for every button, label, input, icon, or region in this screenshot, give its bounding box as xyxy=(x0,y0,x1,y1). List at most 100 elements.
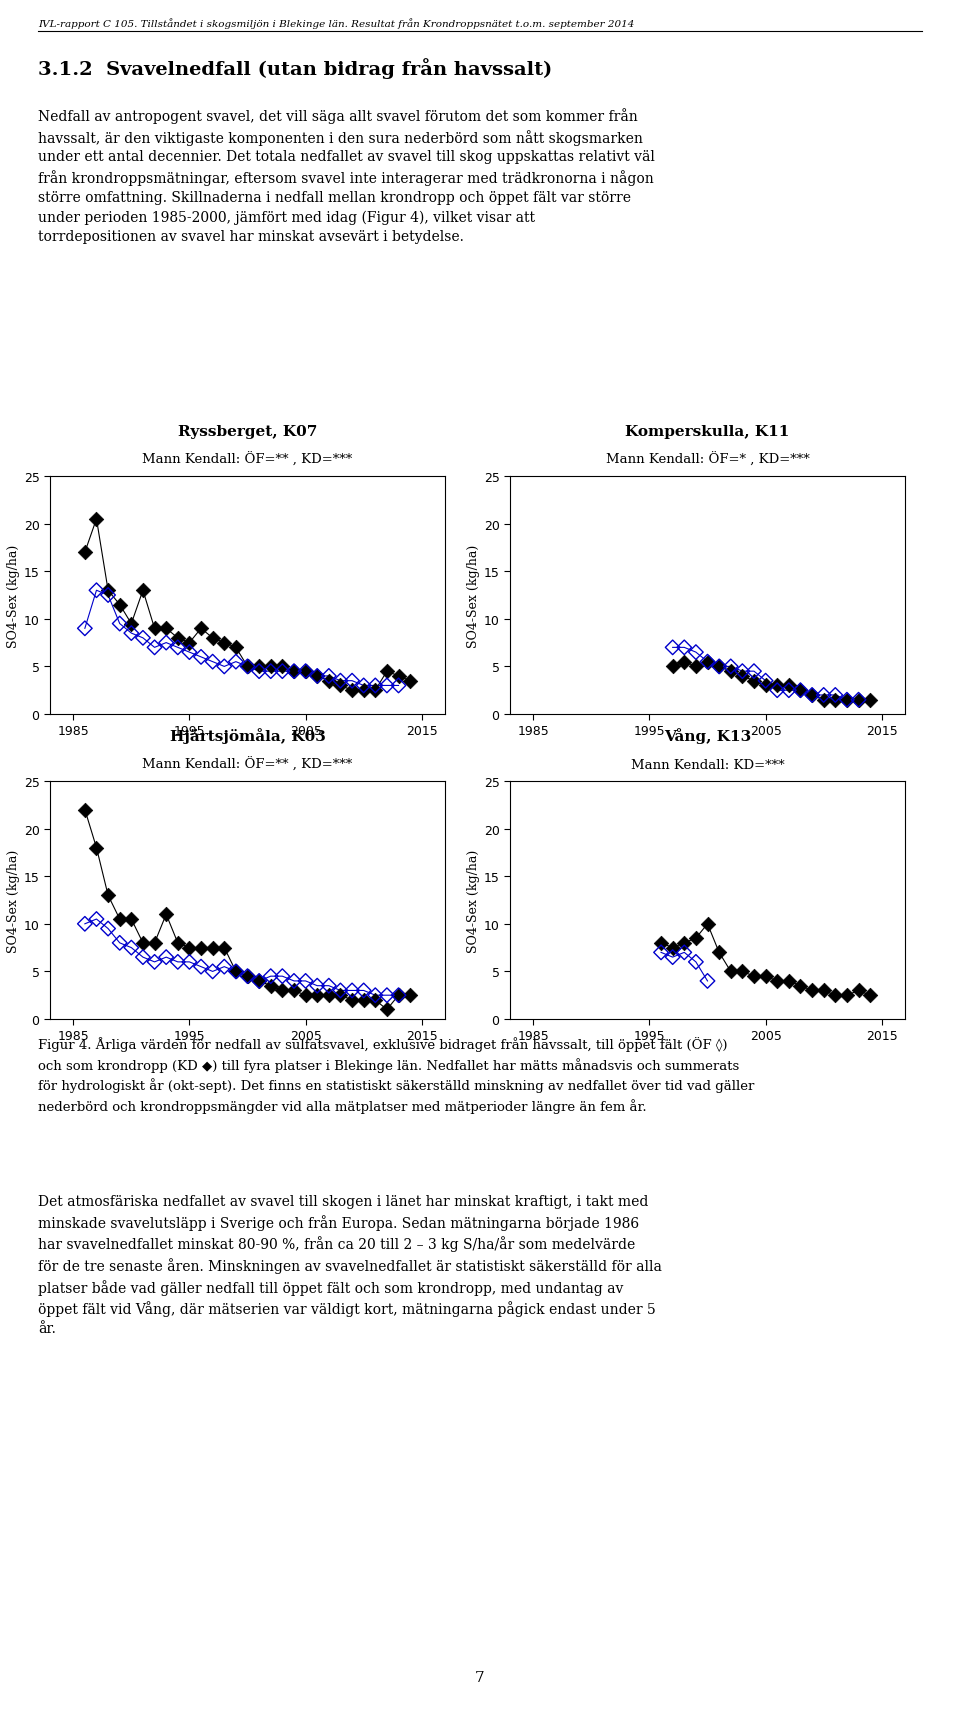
Point xyxy=(862,686,877,713)
Text: 3.1.2  Svavelnedfall (utan bidrag från havssalt): 3.1.2 Svavelnedfall (utan bidrag från ha… xyxy=(38,59,552,79)
Point xyxy=(746,658,761,686)
Point xyxy=(839,982,854,1010)
Point xyxy=(654,939,669,967)
Point xyxy=(124,610,139,638)
Point xyxy=(379,996,395,1023)
Point xyxy=(851,977,866,1005)
Point xyxy=(228,958,244,986)
Point xyxy=(711,939,727,967)
Point xyxy=(677,634,692,662)
Text: Mann Kendall: ÖF=** , KD=***: Mann Kendall: ÖF=** , KD=*** xyxy=(142,453,352,467)
Point xyxy=(124,620,139,648)
Point xyxy=(379,658,395,686)
Point xyxy=(124,934,139,961)
Point xyxy=(345,987,360,1015)
Point xyxy=(158,615,174,643)
Point xyxy=(746,963,761,991)
Point xyxy=(700,968,715,996)
Point xyxy=(665,634,681,662)
Point xyxy=(147,634,162,662)
Point xyxy=(734,658,750,686)
Point xyxy=(298,982,313,1010)
Point xyxy=(781,968,797,996)
Point xyxy=(263,653,278,681)
Point xyxy=(356,987,372,1015)
Point xyxy=(665,944,681,972)
Point xyxy=(88,577,104,605)
Point xyxy=(333,672,348,700)
Point xyxy=(688,653,704,681)
Point xyxy=(135,625,151,653)
Point xyxy=(193,644,208,672)
Point xyxy=(322,982,337,1010)
Point xyxy=(275,658,290,686)
Text: 7: 7 xyxy=(475,1670,485,1683)
Point xyxy=(205,625,221,653)
Text: IVL-rapport C 105. Tillståndet i skogsmiljön i Blekinge län. Resultat från Krond: IVL-rapport C 105. Tillståndet i skogsmi… xyxy=(38,17,635,29)
Point xyxy=(124,906,139,934)
Point xyxy=(828,982,843,1010)
Point xyxy=(275,653,290,681)
Point xyxy=(158,901,174,929)
Point xyxy=(781,672,797,700)
Point xyxy=(770,677,785,705)
Point xyxy=(770,672,785,700)
Point xyxy=(402,667,418,694)
Point xyxy=(391,672,406,700)
Point xyxy=(240,653,255,681)
Point xyxy=(88,906,104,934)
Point xyxy=(757,672,773,700)
Point xyxy=(309,663,324,691)
Point xyxy=(228,648,244,675)
Point xyxy=(193,615,208,643)
Point xyxy=(286,977,301,1005)
Point xyxy=(170,929,185,956)
Point xyxy=(88,507,104,534)
Point xyxy=(345,667,360,694)
Point xyxy=(793,972,808,999)
Point xyxy=(333,667,348,694)
Point xyxy=(379,672,395,700)
Point xyxy=(309,982,324,1010)
Point xyxy=(333,977,348,1005)
Point xyxy=(793,677,808,705)
Point xyxy=(181,639,197,667)
Point xyxy=(345,677,360,705)
Point xyxy=(263,658,278,686)
Point xyxy=(286,658,301,686)
Point xyxy=(309,663,324,691)
Point xyxy=(816,686,831,713)
Text: Hjärtsjömåla, K03: Hjärtsjömåla, K03 xyxy=(170,727,325,744)
Point xyxy=(746,667,761,694)
Point xyxy=(379,982,395,1010)
Point xyxy=(851,686,866,713)
Point xyxy=(181,949,197,977)
Point xyxy=(677,929,692,956)
Point xyxy=(158,629,174,656)
Text: Mann Kendall: KD=***: Mann Kendall: KD=*** xyxy=(631,758,784,772)
Point xyxy=(677,939,692,967)
Point xyxy=(851,686,866,713)
Text: Vång, K13: Vång, K13 xyxy=(664,727,751,744)
Point xyxy=(298,968,313,996)
Point xyxy=(734,958,750,986)
Point xyxy=(368,677,383,705)
Point xyxy=(112,610,128,638)
Point xyxy=(275,977,290,1005)
Point xyxy=(734,663,750,691)
Point xyxy=(368,987,383,1015)
Point xyxy=(240,963,255,991)
Point xyxy=(181,934,197,961)
Point xyxy=(135,577,151,605)
Point xyxy=(828,682,843,710)
Point xyxy=(804,682,820,710)
Text: Det atmosfäriska nedfallet av svavel till skogen i länet har minskat kraftigt, i: Det atmosfäriska nedfallet av svavel til… xyxy=(38,1194,661,1335)
Point xyxy=(88,834,104,862)
Y-axis label: SO4-Sex (kg/ha): SO4-Sex (kg/ha) xyxy=(7,849,19,953)
Point xyxy=(368,982,383,1010)
Point xyxy=(322,972,337,999)
Point xyxy=(862,982,877,1010)
Y-axis label: SO4-Sex (kg/ha): SO4-Sex (kg/ha) xyxy=(467,544,480,648)
Point xyxy=(816,682,831,710)
Y-axis label: SO4-Sex (kg/ha): SO4-Sex (kg/ha) xyxy=(467,849,480,953)
